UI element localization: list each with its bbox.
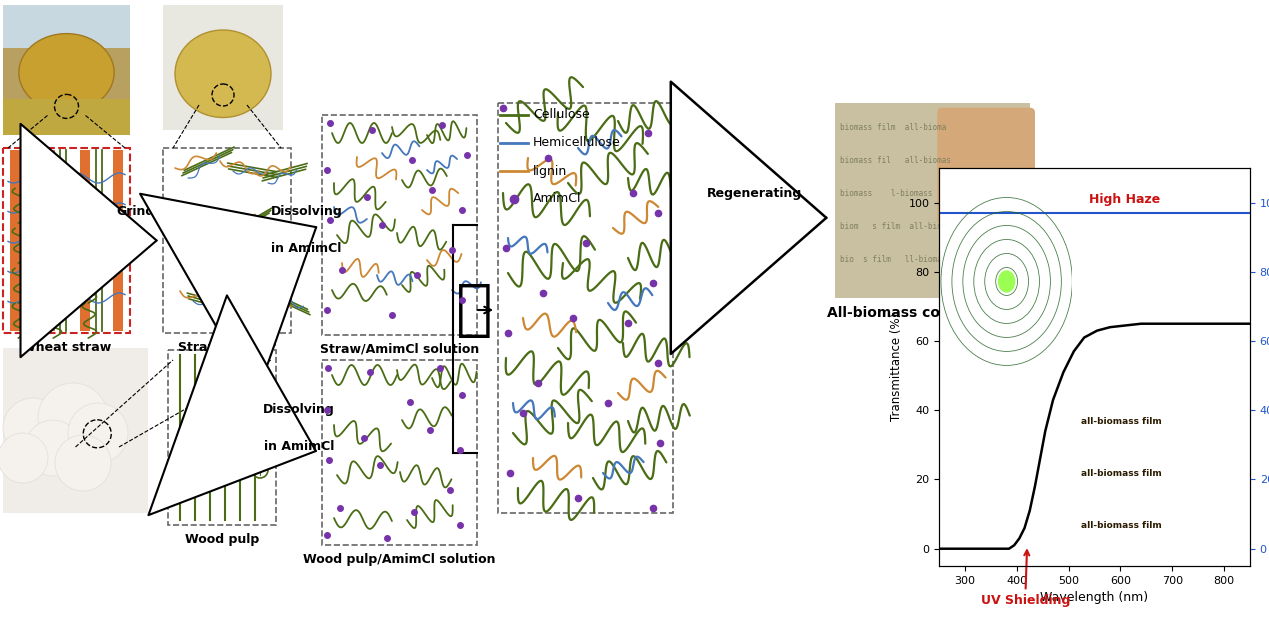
Text: bio  s film   ll-biomass: bio s film ll-biomass	[840, 255, 950, 264]
Bar	[168, 350, 275, 525]
Bar	[497, 103, 673, 513]
Text: High Haze: High Haze	[1089, 193, 1161, 205]
FancyBboxPatch shape	[938, 108, 1036, 225]
Circle shape	[3, 398, 63, 458]
Text: biom   s film  all-biom: biom s film all-biom	[840, 222, 947, 231]
Bar	[162, 148, 291, 333]
Ellipse shape	[175, 30, 272, 118]
Text: all-biomass film: all-biomass film	[1081, 521, 1162, 531]
Text: biomass fil   all-biomas: biomass fil all-biomas	[840, 156, 950, 165]
Text: Straw powder: Straw powder	[178, 341, 275, 354]
Text: UV Shielding: UV Shielding	[981, 550, 1070, 607]
Text: Grinding: Grinding	[117, 205, 176, 218]
Text: Wood pulp/AmimCl solution: Wood pulp/AmimCl solution	[303, 553, 496, 566]
Bar	[3, 148, 129, 333]
Bar	[835, 103, 1030, 298]
Text: biomass    l-biomass: biomass l-biomass	[840, 189, 933, 198]
Circle shape	[997, 270, 1015, 292]
Text: in AmimCl: in AmimCl	[272, 243, 341, 256]
Bar	[3, 348, 148, 513]
Bar	[3, 5, 129, 135]
Bar	[80, 150, 90, 331]
Text: Dissolving: Dissolving	[263, 402, 335, 415]
Text: in AmimCl: in AmimCl	[264, 440, 334, 452]
Text: Straw/AmimCl solution: Straw/AmimCl solution	[320, 343, 480, 356]
Text: all-biomass film: all-biomass film	[1081, 417, 1162, 426]
Text: Regenerating: Regenerating	[707, 187, 802, 200]
Text: Cellulose: Cellulose	[533, 108, 590, 121]
Text: Hemicellulose: Hemicellulose	[533, 136, 621, 149]
Text: biomass film  all-bioma: biomass film all-bioma	[840, 123, 947, 132]
Text: AmimCl: AmimCl	[533, 192, 581, 205]
Text: 〉: 〉	[456, 281, 492, 340]
X-axis label: Wavelength (nm): Wavelength (nm)	[1041, 592, 1148, 605]
Bar	[10, 150, 20, 331]
Bar	[322, 360, 477, 545]
Text: lignin: lignin	[533, 164, 567, 177]
Circle shape	[0, 433, 48, 483]
Bar	[3, 5, 129, 48]
Text: Wheat straw: Wheat straw	[22, 341, 112, 354]
Text: Wood pulp: Wood pulp	[185, 533, 259, 546]
Ellipse shape	[19, 34, 114, 111]
Bar	[113, 150, 123, 331]
Text: All-biomass composite film: All-biomass composite film	[827, 306, 1038, 320]
Y-axis label: Transmittance (%): Transmittance (%)	[890, 313, 902, 421]
Circle shape	[69, 403, 128, 463]
Circle shape	[25, 420, 81, 476]
Text: Dissolving: Dissolving	[270, 205, 343, 218]
Bar	[3, 99, 129, 135]
Bar	[44, 150, 55, 331]
Bar	[322, 115, 477, 335]
Circle shape	[55, 435, 110, 491]
Text: all-biomass film: all-biomass film	[1081, 469, 1162, 478]
Bar	[162, 5, 283, 130]
Circle shape	[38, 383, 108, 453]
